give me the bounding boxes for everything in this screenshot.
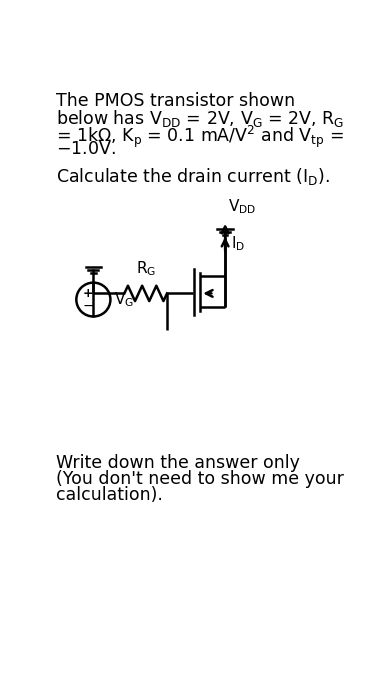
Text: Write down the answer only: Write down the answer only <box>56 454 300 472</box>
Text: −: − <box>82 299 94 313</box>
Text: V$_{\mathrm{DD}}$: V$_{\mathrm{DD}}$ <box>228 197 256 216</box>
Text: The PMOS transistor shown: The PMOS transistor shown <box>56 92 295 110</box>
Text: $-$1.0V.: $-$1.0V. <box>56 140 116 158</box>
Text: V$_{\mathrm{G}}$: V$_{\mathrm{G}}$ <box>114 290 134 309</box>
Text: Calculate the drain current (I$_{\mathrm{D}}$).: Calculate the drain current (I$_{\mathrm… <box>56 166 330 187</box>
Text: = 1k$\Omega$, K$_{\mathrm{p}}$ = 0.1 mA/V$^2$ and V$_{\mathrm{tp}}$ =: = 1k$\Omega$, K$_{\mathrm{p}}$ = 0.1 mA/… <box>56 124 344 150</box>
Text: +: + <box>82 287 93 300</box>
Text: below has V$_{\mathrm{DD}}$ = 2V, V$_{\mathrm{G}}$ = 2V, R$_{\mathrm{G}}$: below has V$_{\mathrm{DD}}$ = 2V, V$_{\m… <box>56 108 344 129</box>
Text: I$_{\mathrm{D}}$: I$_{\mathrm{D}}$ <box>231 235 245 253</box>
Text: calculation).: calculation). <box>56 486 163 504</box>
Text: (You don't need to show me your: (You don't need to show me your <box>56 470 344 488</box>
Text: R$_{\mathrm{G}}$: R$_{\mathrm{G}}$ <box>136 259 156 278</box>
